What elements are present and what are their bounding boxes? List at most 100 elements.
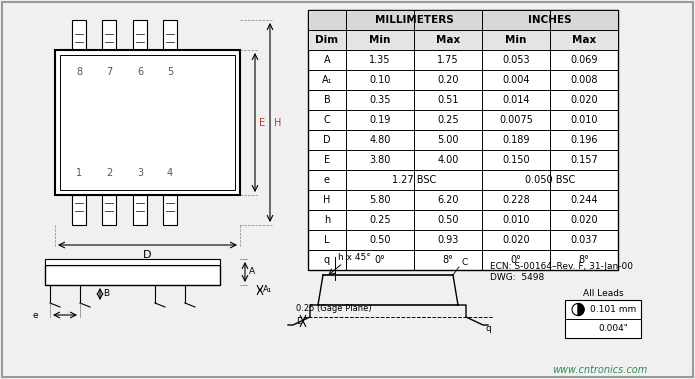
- Text: 4.80: 4.80: [369, 135, 391, 145]
- Text: 4.00: 4.00: [437, 155, 459, 165]
- Text: 0.244: 0.244: [570, 195, 598, 205]
- Text: 0.50: 0.50: [369, 235, 391, 245]
- Text: 0.020: 0.020: [502, 235, 530, 245]
- Text: 0.020: 0.020: [570, 95, 598, 105]
- Text: 0.228: 0.228: [502, 195, 530, 205]
- Bar: [55, 50, 240, 195]
- Text: 1.27 BSC: 1.27 BSC: [392, 175, 436, 185]
- Text: 0.93: 0.93: [437, 235, 459, 245]
- Text: 4: 4: [167, 168, 173, 178]
- Text: 1: 1: [76, 168, 82, 178]
- Bar: [45, 265, 220, 285]
- Text: 0.010: 0.010: [571, 115, 598, 125]
- Text: www.cntronics.com: www.cntronics.com: [553, 365, 648, 375]
- Text: 0.25: 0.25: [437, 115, 459, 125]
- Bar: [163, 195, 177, 225]
- Text: 0.51: 0.51: [437, 95, 459, 105]
- Text: E: E: [259, 117, 265, 127]
- Text: Max: Max: [572, 35, 596, 45]
- Text: Dim: Dim: [316, 35, 338, 45]
- Text: ECN: S-00164–Rev. F, 31-Jan-00: ECN: S-00164–Rev. F, 31-Jan-00: [490, 262, 633, 271]
- Text: A: A: [249, 268, 255, 277]
- Text: 0.35: 0.35: [369, 95, 391, 105]
- Text: 0.50: 0.50: [437, 215, 459, 225]
- Text: 0.150: 0.150: [502, 155, 530, 165]
- Text: Max: Max: [436, 35, 460, 45]
- Text: 0.053: 0.053: [502, 55, 530, 65]
- Text: 0°: 0°: [511, 255, 521, 265]
- Text: 0.004: 0.004: [502, 75, 530, 85]
- Text: 8°: 8°: [578, 255, 589, 265]
- Circle shape: [572, 304, 584, 315]
- Text: 3.80: 3.80: [369, 155, 391, 165]
- Text: 0.25 (Gage Plane): 0.25 (Gage Plane): [296, 304, 372, 313]
- Bar: [72, 20, 86, 50]
- Text: A₁: A₁: [263, 285, 272, 294]
- Text: 0.101 mm: 0.101 mm: [590, 305, 636, 314]
- Text: 0.004": 0.004": [598, 324, 628, 333]
- Bar: [163, 20, 177, 50]
- Text: 0.0075: 0.0075: [499, 115, 533, 125]
- Text: 8°: 8°: [443, 255, 453, 265]
- Text: 0.014: 0.014: [502, 95, 530, 105]
- Text: h: h: [324, 215, 330, 225]
- Text: 0.25: 0.25: [369, 215, 391, 225]
- Text: B: B: [324, 95, 330, 105]
- Text: 0.010: 0.010: [502, 215, 530, 225]
- Text: D: D: [323, 135, 331, 145]
- Bar: [308, 10, 618, 270]
- Text: 1.75: 1.75: [437, 55, 459, 65]
- Text: 0.20: 0.20: [437, 75, 459, 85]
- Bar: [72, 195, 86, 225]
- Text: 0.008: 0.008: [571, 75, 598, 85]
- Text: 8: 8: [76, 67, 82, 77]
- Text: INCHES: INCHES: [528, 15, 572, 25]
- Text: Min: Min: [369, 35, 391, 45]
- Text: A₁: A₁: [322, 75, 332, 85]
- Text: 7: 7: [106, 67, 112, 77]
- Text: 0.10: 0.10: [369, 75, 391, 85]
- Text: 5.00: 5.00: [437, 135, 459, 145]
- Text: 3: 3: [137, 168, 143, 178]
- Text: 0.037: 0.037: [570, 235, 598, 245]
- Polygon shape: [578, 304, 584, 315]
- Text: 6.20: 6.20: [437, 195, 459, 205]
- Bar: [102, 195, 116, 225]
- Text: L: L: [296, 316, 301, 326]
- Text: L: L: [325, 235, 329, 245]
- Text: E: E: [324, 155, 330, 165]
- Text: Min: Min: [505, 35, 527, 45]
- Text: H: H: [323, 195, 331, 205]
- Bar: [133, 20, 147, 50]
- Text: 2: 2: [106, 168, 112, 178]
- Text: 0.050 BSC: 0.050 BSC: [525, 175, 575, 185]
- Text: 0.19: 0.19: [369, 115, 391, 125]
- Text: e: e: [324, 175, 330, 185]
- Text: DWG:  5498: DWG: 5498: [490, 273, 544, 282]
- Text: q: q: [486, 324, 492, 333]
- Text: H: H: [274, 117, 281, 127]
- Text: 5: 5: [167, 67, 173, 77]
- Text: 1.35: 1.35: [369, 55, 391, 65]
- Bar: [565, 300, 641, 338]
- Text: q: q: [324, 255, 330, 265]
- Text: 0.020: 0.020: [570, 215, 598, 225]
- Text: 6: 6: [137, 67, 143, 77]
- Bar: [60, 55, 235, 190]
- Bar: [45, 259, 220, 265]
- Text: e: e: [33, 310, 38, 319]
- Text: 0.069: 0.069: [571, 55, 598, 65]
- Text: B: B: [103, 290, 109, 299]
- Text: D: D: [143, 250, 152, 260]
- Text: C: C: [461, 258, 467, 267]
- Text: C: C: [324, 115, 330, 125]
- Text: h x 45°: h x 45°: [338, 253, 370, 262]
- Text: 0.189: 0.189: [502, 135, 530, 145]
- Text: 5.80: 5.80: [369, 195, 391, 205]
- Text: 0.196: 0.196: [571, 135, 598, 145]
- Bar: [102, 20, 116, 50]
- Bar: [308, 30, 618, 50]
- Bar: [133, 195, 147, 225]
- Text: MILLIMETERS: MILLIMETERS: [375, 15, 453, 25]
- Text: A: A: [324, 55, 330, 65]
